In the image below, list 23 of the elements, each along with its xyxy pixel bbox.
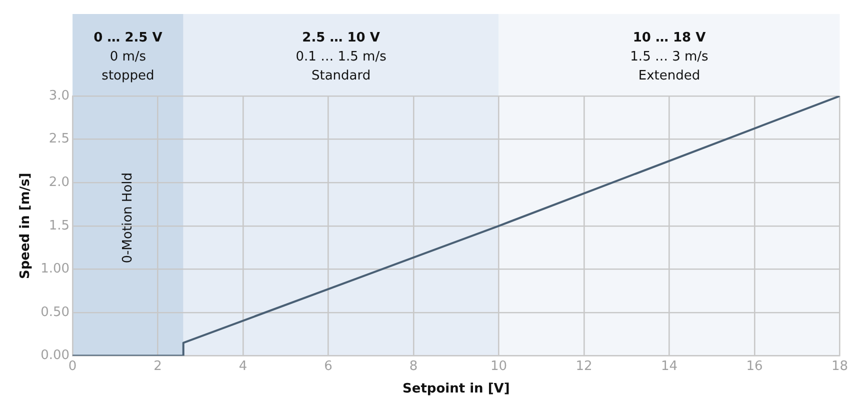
y-axis-title: Speed in [m/s] bbox=[18, 172, 34, 280]
y-tick-label: 3.0 bbox=[48, 88, 70, 104]
x-tick-label: 4 bbox=[238, 358, 248, 374]
x-tick-label: 16 bbox=[746, 358, 763, 374]
y-tick-label: 2.0 bbox=[48, 174, 70, 190]
x-tick-label: 12 bbox=[576, 358, 592, 374]
y-tick-label: 2.5 bbox=[48, 132, 70, 147]
x-tick-label: 2 bbox=[154, 358, 162, 374]
x-tick-label: 18 bbox=[831, 358, 848, 374]
x-tick-label: 14 bbox=[660, 358, 678, 374]
y-tick-label: 1.00 bbox=[40, 262, 70, 277]
y-tick-label: 0.00 bbox=[40, 348, 70, 364]
y-tick-label: 1.5 bbox=[48, 218, 70, 234]
annotation: 0-Motion Hold bbox=[120, 172, 136, 264]
x-tick-label: 6 bbox=[324, 358, 332, 374]
x-axis-title: Setpoint in [V] bbox=[402, 382, 510, 397]
band-label: 10 … 18 V 1.5 … 3 m/s Extended bbox=[630, 30, 709, 84]
y-tick-label: 0.50 bbox=[40, 304, 70, 320]
x-tick-label: 10 bbox=[490, 358, 508, 374]
band-label: 2.5 … 10 V 0.1 … 1.5 m/s Standard bbox=[296, 30, 387, 84]
x-tick-label: 8 bbox=[409, 358, 418, 374]
band-label: 0 … 2.5 V 0 m/s stopped bbox=[94, 30, 162, 84]
x-tick-label: 0 bbox=[68, 358, 77, 374]
